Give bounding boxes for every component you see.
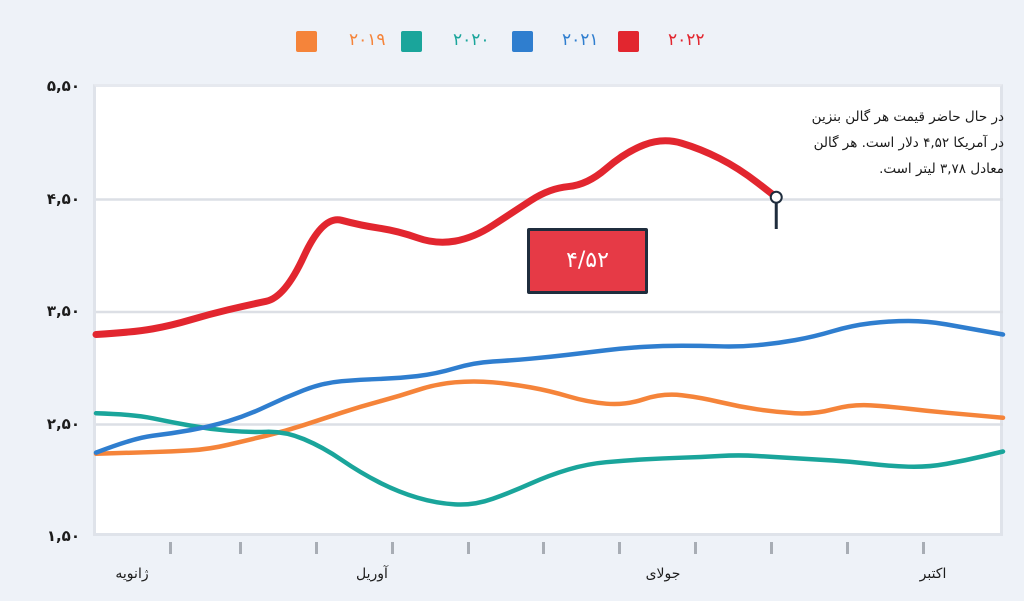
y-tick-label: ۲,۵۰ <box>46 414 80 433</box>
y-tick-label: ۱,۵۰ <box>46 527 80 545</box>
annotation-line-1: در حال حاضر قیمت هر گالن بنزین <box>811 109 1004 125</box>
legend-swatch <box>512 31 533 52</box>
series-line-0 <box>93 379 1006 456</box>
x-tick-mark <box>770 542 773 554</box>
x-tick-mark <box>239 542 242 554</box>
x-tick-mark <box>618 542 621 554</box>
y-tick-label: ۴,۵۰ <box>46 189 80 208</box>
series-line-3 <box>92 137 780 338</box>
legend-label: ۲۰۲۲ <box>668 30 705 50</box>
y-tick-label: ۵,۵۰ <box>46 77 80 95</box>
x-axis-label: ژانویه <box>115 566 149 582</box>
x-tick-mark <box>922 542 925 554</box>
annotation-line-3: معادل ۳,۷۸ لیتر است. <box>879 161 1004 177</box>
x-axis-label: اکتبر <box>919 566 947 582</box>
annotation-note: در حال حاضر قیمت هر گالن بنزین در آمریکا… <box>800 104 1004 182</box>
x-tick-mark <box>694 542 697 554</box>
legend: ۲۰۱۹ ۲۰۲۰ ۲۰۲۱ ۲۰۲۲ <box>0 29 1024 55</box>
x-tick-mark <box>315 542 318 554</box>
x-axis-label: جولای <box>645 566 681 582</box>
series-line-1 <box>93 411 1006 507</box>
legend-swatch <box>618 31 639 52</box>
x-tick-mark <box>846 542 849 554</box>
x-tick-mark <box>169 542 172 554</box>
legend-swatch <box>401 31 422 52</box>
series-line-2 <box>93 318 1006 455</box>
annotation-line-2: در آمریکا ۴,۵۲ دلار است. هر گالن <box>813 135 1004 151</box>
legend-label: ۲۰۲۱ <box>562 30 599 50</box>
legend-label: ۲۰۱۹ <box>349 30 386 50</box>
y-tick-label: ۳,۵۰ <box>46 302 80 320</box>
x-axis-label: آوریل <box>356 566 388 582</box>
legend-label: ۲۰۲۰ <box>453 30 490 50</box>
legend-swatch <box>296 31 317 52</box>
x-tick-mark <box>542 542 545 554</box>
x-tick-mark <box>391 542 394 554</box>
current-price-callout: ۴/۵۲ <box>527 228 648 294</box>
x-tick-mark <box>467 542 470 554</box>
endpoint-marker <box>769 190 783 204</box>
